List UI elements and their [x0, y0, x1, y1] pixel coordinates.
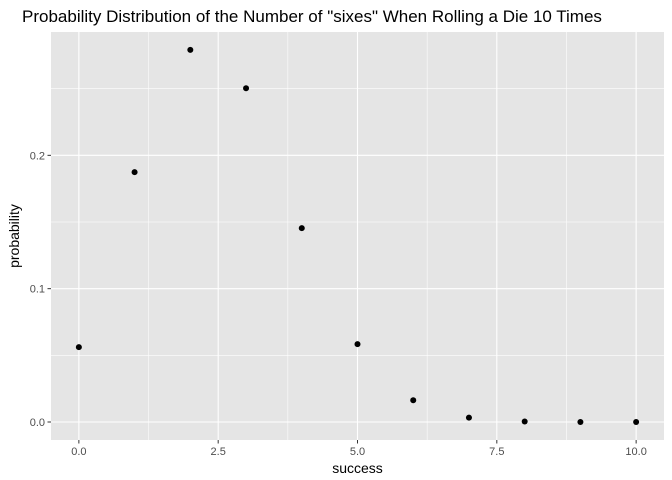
- y-tick-label: 0.2: [30, 150, 45, 162]
- axis-ticks: 0.0 2.5 5.0 7.5 10.0 0.0 0.1 0.2: [30, 150, 647, 458]
- data-point: [410, 397, 417, 404]
- data-point: [187, 46, 194, 53]
- data-point: [243, 85, 250, 92]
- x-tick-label: 5.0: [350, 446, 365, 458]
- data-point: [465, 414, 472, 421]
- data-point: [577, 419, 584, 425]
- y-tick-label: 0.1: [30, 284, 45, 296]
- chart-title: Probability Distribution of the Number o…: [22, 7, 602, 26]
- data-point: [354, 341, 361, 348]
- x-tick-label: 2.5: [211, 446, 226, 458]
- data-point: [633, 419, 640, 425]
- x-tick-label: 7.5: [489, 446, 504, 458]
- data-point: [521, 418, 528, 425]
- y-tick-label: 0.0: [30, 417, 45, 429]
- x-tick-label: 0.0: [71, 446, 86, 458]
- data-point: [131, 169, 138, 176]
- data-point: [298, 225, 305, 232]
- y-axis-label: probability: [6, 204, 22, 268]
- data-point: [75, 344, 82, 351]
- grid-lines: [51, 32, 664, 440]
- x-axis-label: success: [332, 460, 383, 476]
- data-points: [75, 46, 640, 425]
- x-tick-label: 10.0: [625, 446, 646, 458]
